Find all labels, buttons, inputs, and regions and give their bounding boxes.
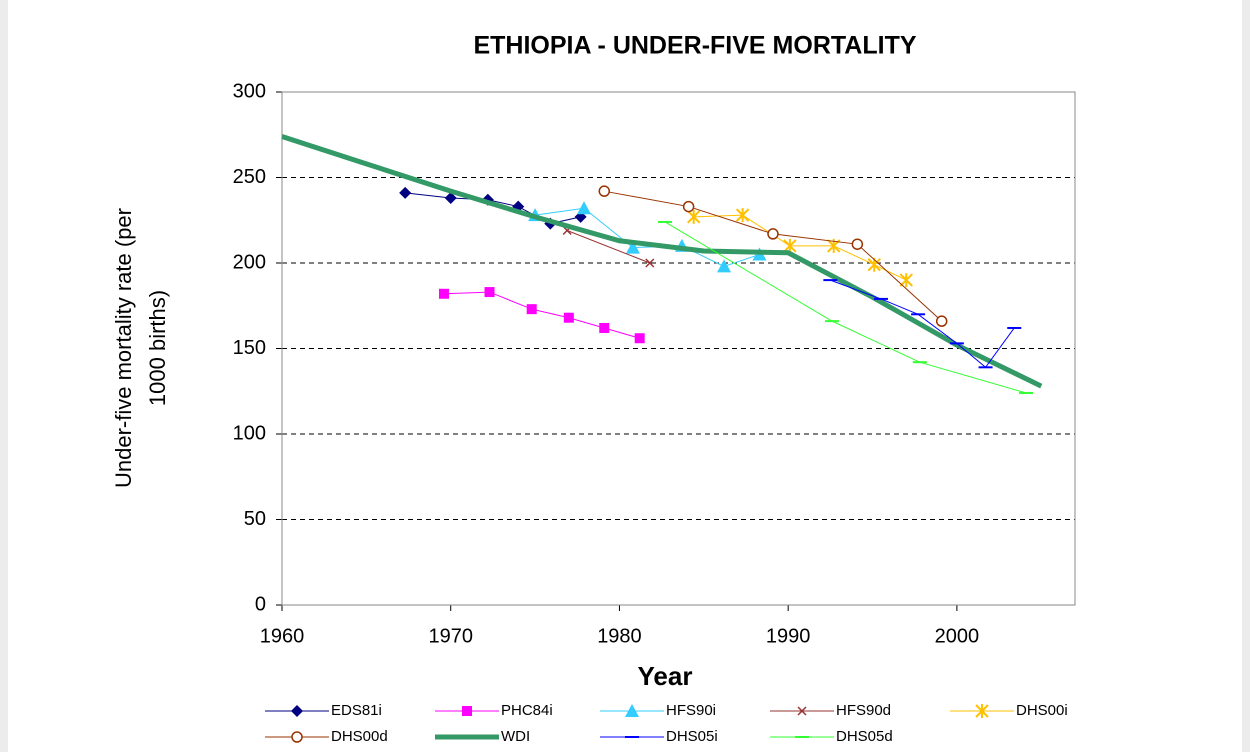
marker [526, 304, 537, 315]
marker [438, 288, 449, 299]
series-line [830, 279, 1015, 369]
marker [598, 185, 611, 197]
legend-item: EDS81i [265, 702, 382, 719]
legend-item: DHS00d [265, 728, 388, 745]
series-line [443, 291, 640, 339]
legend-item: PHC84i [435, 702, 553, 719]
x-tick-label: 1970 [428, 625, 473, 647]
marker [563, 312, 574, 323]
marker [682, 200, 695, 213]
y-tick-label: 300 [233, 80, 266, 102]
marker [735, 208, 750, 223]
legend-item: WDI [435, 728, 530, 745]
marker [444, 192, 457, 205]
marker [634, 333, 645, 344]
x-tick-label: 1960 [260, 625, 305, 647]
series-line [693, 214, 907, 281]
x-tick-label: 2000 [935, 625, 980, 647]
marker [291, 705, 303, 717]
legend-label: HFS90d [836, 702, 891, 719]
series [438, 287, 645, 344]
series [823, 279, 1022, 369]
marker [717, 259, 732, 273]
series-line [405, 192, 581, 225]
legend-label: PHC84i [501, 702, 553, 719]
y-tick-label: 200 [233, 251, 266, 273]
frame-left [0, 0, 8, 752]
series-line [566, 230, 650, 264]
marker [645, 258, 655, 268]
marker [899, 273, 913, 288]
legend-label: WDI [501, 728, 530, 745]
series [658, 220, 1034, 394]
y-tick-label: 250 [233, 166, 266, 188]
y-axis-label-line: Under-five mortality rate (per [111, 208, 136, 488]
x-tick-label: 1980 [597, 625, 642, 647]
marker [599, 322, 610, 333]
frame-right [1242, 0, 1250, 752]
legend-item: HFS90d [770, 702, 891, 719]
series-line [281, 134, 1043, 389]
marker [975, 704, 989, 718]
marker [399, 186, 412, 199]
y-tick-label: 0 [255, 593, 266, 615]
y-axis-label-line: 1000 births) [145, 290, 170, 406]
marker [797, 706, 807, 716]
legend-item: DHS05d [770, 728, 893, 745]
marker [625, 704, 639, 717]
legend-label: DHS05d [836, 728, 893, 745]
marker [625, 240, 640, 254]
series [281, 134, 1043, 389]
plot-frame [281, 91, 1076, 606]
legend-label: HFS90i [666, 702, 716, 719]
y-tick-label: 100 [233, 422, 266, 444]
marker [484, 287, 495, 298]
series [598, 185, 948, 327]
y-tick-label: 150 [233, 337, 266, 359]
series [562, 225, 655, 268]
x-tick-label: 1990 [766, 625, 811, 647]
legend-item: DHS00i [950, 702, 1068, 719]
marker [462, 706, 472, 716]
marker [291, 731, 303, 743]
y-axis-label: Under-five mortality rate (per 1000 birt… [111, 208, 170, 488]
legend-item: DHS05i [600, 728, 718, 745]
legend-label: DHS00i [1016, 702, 1068, 719]
series-line [604, 190, 943, 322]
marker [851, 238, 864, 250]
marker [935, 315, 948, 327]
marker [767, 228, 779, 240]
chart-title: ETHIOPIA - UNDER-FIVE MORTALITY [473, 32, 916, 60]
y-tick-label: 50 [244, 508, 266, 530]
marker [686, 209, 701, 224]
x-axis-label: Year [638, 661, 693, 691]
legend-label: EDS81i [331, 702, 382, 719]
marker [783, 238, 797, 253]
marker [577, 201, 592, 215]
legend-item: HFS90i [600, 702, 716, 719]
legend-label: DHS05i [666, 728, 718, 745]
legend-label: DHS00d [331, 728, 388, 745]
series-line [664, 221, 1027, 394]
series [686, 208, 913, 288]
